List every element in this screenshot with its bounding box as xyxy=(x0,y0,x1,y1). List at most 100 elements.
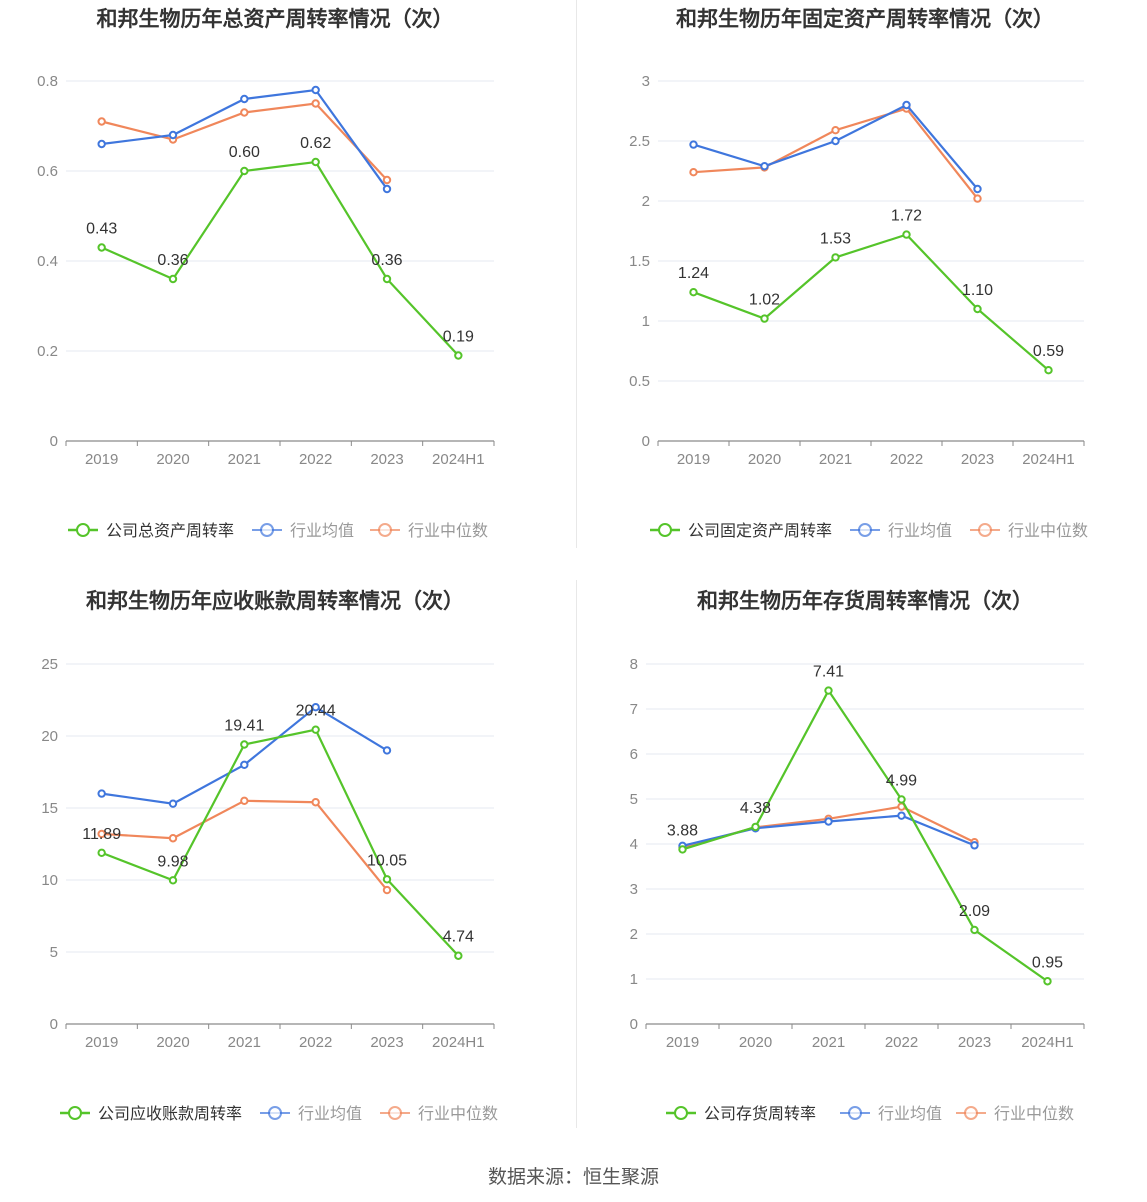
series-line-company xyxy=(693,233,1050,372)
x-tick-label: 2021 xyxy=(812,1034,845,1051)
chart-legend: 公司总资产周转率 行业均值 行业中位数 xyxy=(68,521,488,540)
legend-item-mean[interactable]: 行业均值 xyxy=(850,521,952,540)
data-point-company xyxy=(760,314,769,323)
data-point-company xyxy=(831,253,840,262)
y-tick-label: 0 xyxy=(630,1016,638,1033)
legend-item-company[interactable]: 公司应收账款周转率 xyxy=(60,1104,242,1123)
y-tick-label: 1.5 xyxy=(629,253,650,270)
legend-item-median[interactable]: 行业中位数 xyxy=(380,1104,498,1123)
data-source-footer: 数据来源：恒生聚源 xyxy=(487,1166,659,1188)
legend-marker-icon xyxy=(68,1106,82,1120)
data-point-mean xyxy=(311,703,320,712)
data-label: 10.05 xyxy=(367,852,407,869)
legend-label: 行业均值 xyxy=(888,521,952,540)
x-tick-label: 2019 xyxy=(666,1034,699,1051)
data-point-median xyxy=(240,796,249,805)
x-tick-label: 2020 xyxy=(748,451,781,468)
data-point-company xyxy=(454,351,463,360)
data-point-company xyxy=(311,157,320,167)
data-point-median xyxy=(97,829,106,839)
legend-marker-icon xyxy=(674,1106,688,1120)
y-tick-label: 2 xyxy=(630,926,638,943)
charts-grid: 和邦生物历年总资产周转率情况（次） 0 0.2 0.4 0.6 0.8 2019 2020 20… xyxy=(37,7,1088,1123)
data-point-median xyxy=(168,834,178,843)
y-tick-label: 3 xyxy=(642,73,650,90)
data-point-company xyxy=(168,876,178,885)
data-point-company xyxy=(824,686,833,695)
legend-marker-icon xyxy=(978,523,992,537)
data-point-company xyxy=(897,795,906,804)
chart-panel-2: 和邦生物历年固定资产周转率情况（次） 0 0.5 1 1.5 2 2.5 3 2019 2020 2… xyxy=(629,7,1088,540)
data-point-company xyxy=(902,230,911,239)
data-point-median xyxy=(240,108,249,117)
legend-marker-icon xyxy=(388,1106,402,1120)
data-point-company xyxy=(1043,977,1052,986)
legend-marker-icon xyxy=(76,523,90,537)
y-tick-label: 8 xyxy=(630,656,638,673)
panel-divider-bottom xyxy=(576,580,577,1128)
legend-item-company[interactable]: 公司固定资产周转率 xyxy=(650,521,832,540)
x-tick-label: 2020 xyxy=(739,1034,772,1051)
data-point-mean xyxy=(240,760,249,769)
y-tick-label: 2.5 xyxy=(629,133,650,150)
legend-item-company[interactable]: 公司存货周转率 xyxy=(666,1104,816,1123)
x-tick-label: 2023 xyxy=(370,451,403,468)
y-tick-label: 25 xyxy=(41,656,58,673)
data-label: 1.53 xyxy=(820,230,851,247)
legend-marker-icon xyxy=(378,523,392,537)
legend-label: 公司固定资产周转率 xyxy=(688,521,832,540)
x-tick-label: 2024H1 xyxy=(1021,1034,1074,1051)
data-label: 0.19 xyxy=(443,329,474,346)
x-tick-label: 2019 xyxy=(85,1034,118,1051)
legend-item-mean[interactable]: 行业均值 xyxy=(252,521,354,540)
chart-title: 和邦生物历年总资产周转率情况（次） xyxy=(97,7,454,31)
legend-label: 行业均值 xyxy=(298,1104,362,1123)
y-tick-label: 0 xyxy=(642,433,650,450)
data-point-median xyxy=(97,117,106,126)
data-point-mean xyxy=(689,140,698,149)
data-point-company xyxy=(970,925,979,935)
data-point-mean xyxy=(97,139,106,149)
legend-marker-icon xyxy=(658,523,672,537)
x-tick-label: 2022 xyxy=(885,1034,918,1051)
y-tick-label: 0.8 xyxy=(37,73,58,90)
y-tick-label: 20 xyxy=(41,728,58,745)
data-label: 9.98 xyxy=(157,853,188,870)
y-tick-label: 0.6 xyxy=(37,163,58,180)
data-point-mean xyxy=(760,162,769,171)
series-line-company xyxy=(101,160,460,357)
data-point-mean xyxy=(382,184,392,194)
legend-item-median[interactable]: 行业中位数 xyxy=(370,521,488,540)
legend-item-company[interactable]: 公司总资产周转率 xyxy=(68,521,234,540)
data-label: 19.41 xyxy=(224,717,264,734)
x-tick-label: 2022 xyxy=(299,1034,332,1051)
data-point-median xyxy=(973,194,982,203)
legend-item-median[interactable]: 行业中位数 xyxy=(956,1104,1074,1123)
data-label: 0.60 xyxy=(229,144,260,161)
data-point-company xyxy=(678,845,687,854)
legend-label: 公司总资产周转率 xyxy=(106,521,234,540)
y-tick-label: 0 xyxy=(50,433,58,450)
data-point-mean xyxy=(168,130,178,140)
series-line-median xyxy=(101,799,388,891)
legend-item-median[interactable]: 行业中位数 xyxy=(970,521,1088,540)
data-point-company xyxy=(689,288,698,297)
data-label: 20.44 xyxy=(296,703,336,720)
panel-divider-top xyxy=(576,0,577,548)
data-label: 1.24 xyxy=(678,265,709,282)
series-line-mean xyxy=(693,103,979,190)
legend-item-mean[interactable]: 行业均值 xyxy=(840,1104,942,1123)
x-tick-label: 2023 xyxy=(370,1034,403,1051)
series-line-median xyxy=(693,107,979,200)
chart-legend: 公司固定资产周转率 行业均值 行业中位数 xyxy=(650,521,1088,540)
data-point-mean xyxy=(97,789,106,798)
chart-legend: 公司存货周转率 行业均值 行业中位数 xyxy=(666,1104,1074,1123)
data-point-median xyxy=(382,885,392,895)
legend-marker-icon xyxy=(858,523,872,537)
data-point-company xyxy=(382,274,392,284)
y-tick-label: 15 xyxy=(41,800,58,817)
chart-panel-3: 和邦生物历年应收账款周转率情况（次） 0 5 10 15 20 25 2019 2020 2021… xyxy=(41,589,498,1123)
legend-item-mean[interactable]: 行业均值 xyxy=(260,1104,362,1123)
legend-marker-icon xyxy=(848,1106,862,1120)
